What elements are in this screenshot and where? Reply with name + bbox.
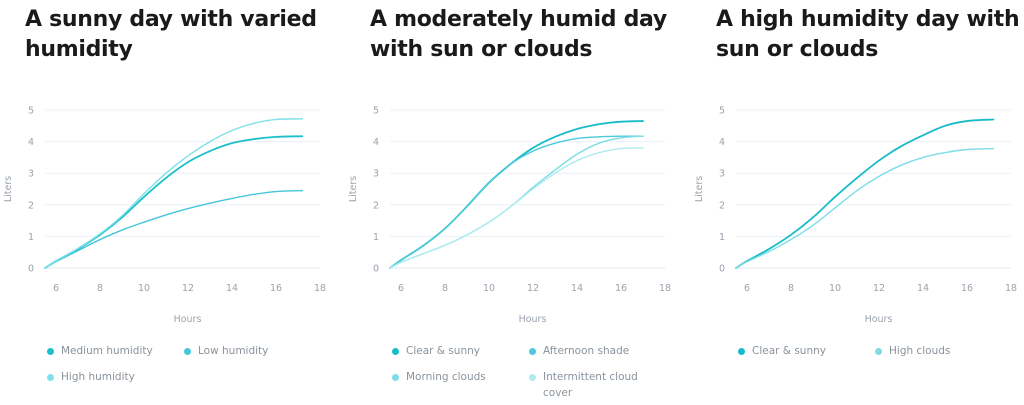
legend-item[interactable]: Clear & sunny [738, 343, 826, 359]
legend-item[interactable]: Intermittent cloud cover [529, 369, 663, 401]
legend-swatch [184, 347, 191, 355]
x-tick-label: 16 [961, 283, 973, 294]
x-tick-label: 10 [829, 283, 841, 294]
legend-label: High clouds [889, 345, 951, 357]
chart-title: A high humidity day with sun or clouds [716, 7, 1020, 62]
legend-item[interactable]: High clouds [875, 343, 950, 359]
legend-label: Clear & sunny [752, 345, 826, 357]
x-tick-label: 12 [182, 283, 194, 294]
y-tick-label: 4 [719, 137, 725, 148]
legend-swatch [529, 347, 536, 355]
x-tick-label: 8 [97, 283, 103, 294]
legend-item[interactable]: Low humidity [184, 343, 268, 359]
legend-item[interactable]: Afternoon shade [529, 343, 629, 359]
y-tick-label: 0 [373, 264, 379, 275]
legend-item[interactable]: High humidity [47, 369, 135, 385]
legend-label: Low humidity [198, 345, 269, 357]
y-axis-title: Liters [694, 176, 705, 202]
x-tick-label: 14 [917, 283, 929, 294]
series-line-high-clouds [735, 147, 995, 269]
legend-swatch [392, 373, 399, 381]
y-tick-label: 0 [28, 264, 34, 275]
series-line-afternoon-shade [389, 135, 644, 269]
y-tick-label: 4 [373, 137, 379, 148]
y-axis-title: Liters [3, 176, 14, 202]
y-tick-label: 3 [719, 169, 725, 180]
series-line-intermittent-cloud-cover [389, 147, 644, 269]
x-tick-label: 16 [615, 283, 627, 294]
legend-swatch [738, 347, 745, 355]
y-tick-label: 3 [373, 169, 379, 180]
legend-swatch [392, 347, 399, 355]
y-tick-label: 5 [373, 106, 379, 117]
chart-title: A sunny day with varied humidity [25, 7, 317, 62]
legend-swatch [47, 373, 54, 381]
legend-item[interactable]: Morning clouds [392, 369, 486, 385]
x-axis-title: Hours [519, 314, 547, 325]
x-tick-label: 6 [398, 283, 404, 294]
y-tick-label: 5 [28, 106, 34, 117]
series-line-clear-sunny [389, 120, 644, 269]
x-tick-label: 14 [571, 283, 583, 294]
legend-label: Medium humidity [61, 345, 153, 357]
series-line-low-humidity [44, 189, 304, 269]
x-tick-label: 12 [873, 283, 885, 294]
legend-label: Intermittent cloud cover [543, 371, 638, 399]
y-tick-label: 2 [719, 200, 725, 211]
legend-label: Morning clouds [406, 371, 486, 383]
legend-swatch [47, 347, 54, 355]
y-tick-label: 4 [28, 137, 34, 148]
chart-panel-2: A moderately humid day with sun or cloud… [348, 0, 700, 405]
y-tick-label: 1 [28, 232, 34, 243]
legend-label: High humidity [61, 371, 135, 383]
x-tick-label: 18 [659, 283, 671, 294]
legend-label: Afternoon shade [543, 345, 630, 357]
y-tick-label: 5 [719, 106, 725, 117]
x-tick-label: 12 [527, 283, 539, 294]
y-tick-label: 3 [28, 169, 34, 180]
series-line-high-humidity [44, 118, 304, 269]
y-tick-label: 1 [719, 232, 725, 243]
x-tick-label: 18 [1005, 283, 1017, 294]
x-tick-label: 8 [442, 283, 448, 294]
x-tick-label: 14 [226, 283, 238, 294]
x-tick-label: 10 [483, 283, 495, 294]
y-tick-label: 2 [28, 200, 34, 211]
x-tick-label: 10 [138, 283, 150, 294]
series-line-clear-sunny [735, 118, 995, 269]
x-tick-label: 6 [53, 283, 59, 294]
y-tick-label: 2 [373, 200, 379, 211]
legend-label: Clear & sunny [406, 345, 480, 357]
x-axis-title: Hours [174, 314, 202, 325]
legend-swatch [875, 347, 882, 355]
x-axis-title: Hours [865, 314, 893, 325]
y-tick-label: 0 [719, 264, 725, 275]
x-tick-label: 6 [744, 283, 750, 294]
y-tick-label: 1 [373, 232, 379, 243]
legend-item[interactable]: Clear & sunny [392, 343, 480, 359]
x-tick-label: 8 [788, 283, 794, 294]
x-tick-label: 18 [314, 283, 326, 294]
legend-item[interactable]: Medium humidity [47, 343, 153, 359]
legend-swatch [529, 373, 536, 381]
x-tick-label: 16 [270, 283, 282, 294]
chart-title: A moderately humid day with sun or cloud… [370, 7, 667, 62]
y-axis-title: Liters [348, 176, 359, 202]
chart-panel-3: A high humidity day with sun or clouds 0… [694, 0, 1024, 405]
